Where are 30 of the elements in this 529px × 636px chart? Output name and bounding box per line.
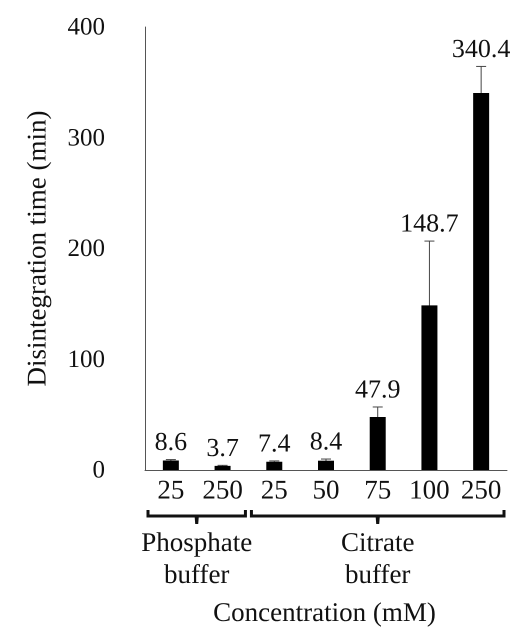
y-tick-label: 100: [68, 346, 105, 373]
bar: [162, 460, 179, 470]
x-tick-label: 250: [460, 474, 502, 504]
x-tick-label: 75: [364, 474, 392, 504]
text: Citrate buffer: [340, 526, 416, 590]
data-label: 8.4: [310, 426, 342, 456]
y-tick-label: 200: [68, 235, 105, 262]
y-tick-label: 400: [68, 14, 105, 40]
data-label: 148.7: [400, 208, 459, 238]
x-tick-label: 250: [202, 474, 243, 504]
data-label: 340.4: [452, 34, 510, 63]
y-axis-title: Disintegration time (min): [22, 110, 52, 386]
x-tick-label: 25: [260, 474, 288, 504]
x-tick-label: 100: [409, 474, 450, 504]
y-tick-label: 0: [92, 456, 105, 484]
bar: [318, 460, 334, 470]
bar: [473, 93, 490, 470]
bar: [266, 462, 282, 470]
data-label: 3.7: [206, 432, 239, 462]
data-label: 7.4: [258, 428, 291, 458]
x-tick-label: 25: [157, 474, 184, 504]
bar: [421, 305, 438, 470]
data-label: 47.9: [354, 374, 400, 404]
bar: [370, 416, 386, 470]
data-label: 8.6: [154, 427, 188, 456]
bar: [214, 466, 231, 470]
text: Phosphate buffer: [140, 526, 254, 590]
x-axis-title: Concentration (mM): [212, 596, 437, 628]
y-tick-label: 300: [68, 124, 105, 152]
x-tick-label: 50: [312, 474, 340, 504]
